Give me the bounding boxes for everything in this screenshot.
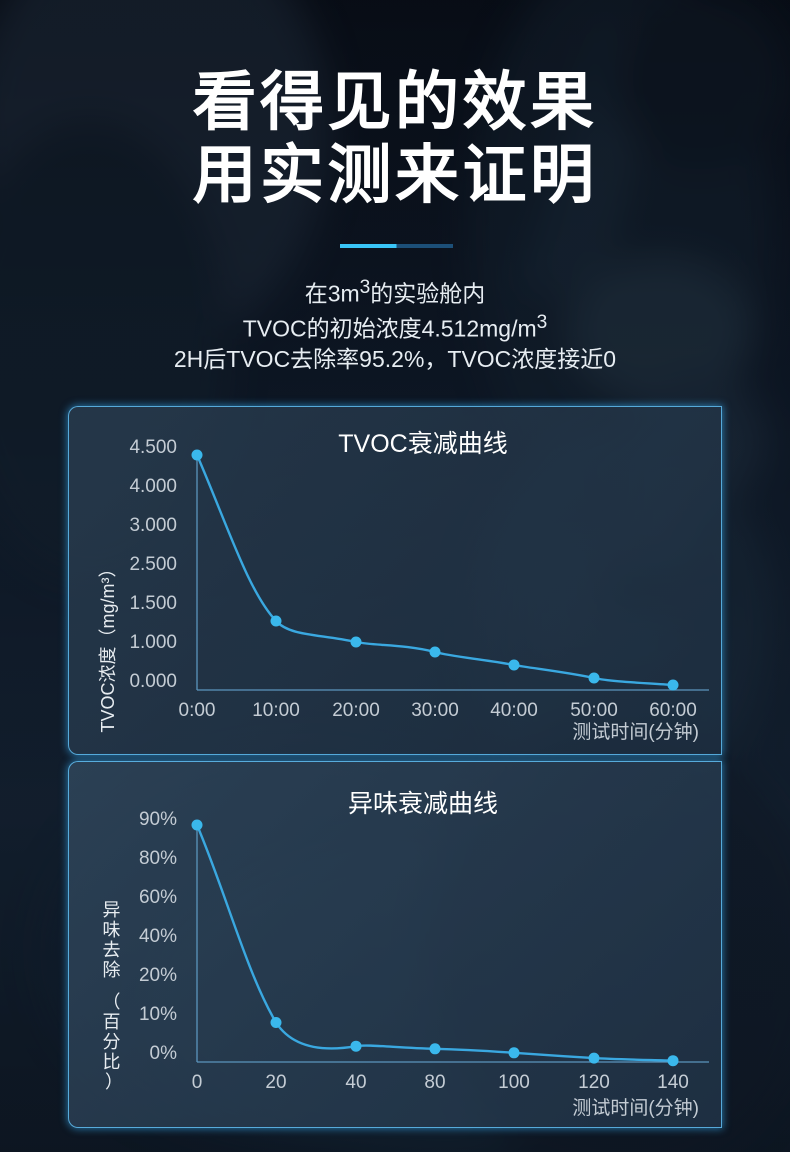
svg-text:10:00: 10:00 xyxy=(252,700,300,721)
svg-text:60%: 60% xyxy=(139,887,177,908)
svg-text:40%: 40% xyxy=(139,926,177,947)
svg-text:1.000: 1.000 xyxy=(129,632,177,653)
svg-text:80%: 80% xyxy=(139,848,177,869)
svg-text:异味衰减曲线: 异味衰减曲线 xyxy=(348,790,498,818)
svg-text:0:00: 0:00 xyxy=(179,700,216,721)
svg-text:0: 0 xyxy=(192,1072,203,1093)
svg-text:60:00: 60:00 xyxy=(649,700,697,721)
svg-text:20: 20 xyxy=(265,1072,286,1093)
svg-text:80: 80 xyxy=(424,1072,445,1093)
svg-text:0%: 0% xyxy=(150,1043,178,1064)
svg-text:40:00: 40:00 xyxy=(490,700,538,721)
svg-text:测试时间(分钟): 测试时间(分钟) xyxy=(572,721,699,743)
svg-text:30:00: 30:00 xyxy=(411,700,459,721)
svg-text:异 味 去: 异 味 去 除 （ 百 分 比 ） xyxy=(102,900,125,1092)
svg-text:0.000: 0.000 xyxy=(129,671,177,692)
svg-text:TVOC浓度（mg/m³）: TVOC浓度（mg/m³） xyxy=(98,560,118,733)
svg-text:4.000: 4.000 xyxy=(129,476,177,497)
svg-text:20:00: 20:00 xyxy=(332,700,380,721)
svg-text:50:00: 50:00 xyxy=(570,700,618,721)
svg-text:4.500: 4.500 xyxy=(129,437,177,458)
svg-text:1.500: 1.500 xyxy=(129,593,177,614)
svg-text:TVOC衰减曲线: TVOC衰减曲线 xyxy=(338,430,507,458)
svg-text:10%: 10% xyxy=(139,1004,177,1025)
svg-text:90%: 90% xyxy=(139,809,177,830)
svg-text:2.500: 2.500 xyxy=(129,554,177,575)
svg-text:3.000: 3.000 xyxy=(129,515,177,536)
svg-text:40: 40 xyxy=(345,1072,366,1093)
svg-text:测试时间(分钟): 测试时间(分钟) xyxy=(572,1097,699,1119)
svg-text:20%: 20% xyxy=(139,965,177,986)
svg-text:100: 100 xyxy=(498,1072,530,1093)
svg-text:120: 120 xyxy=(578,1072,610,1093)
svg-text:140: 140 xyxy=(657,1072,689,1093)
